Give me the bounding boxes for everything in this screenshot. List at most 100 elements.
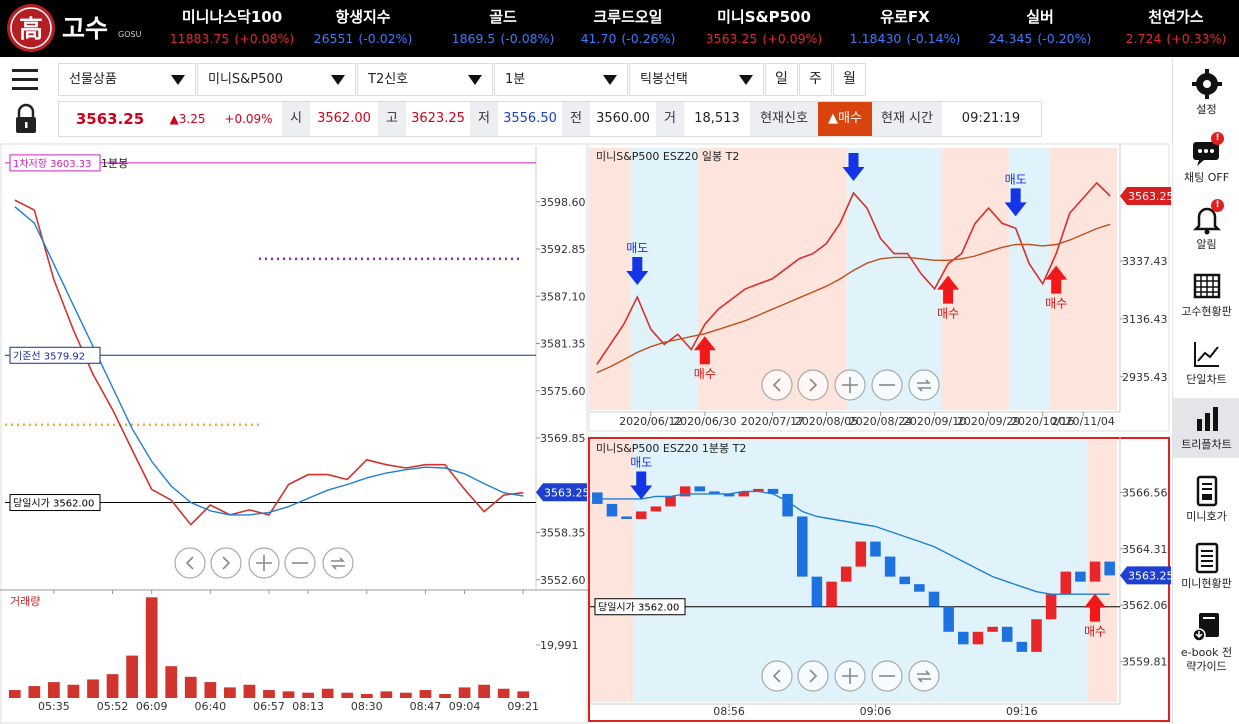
candle-body	[826, 581, 837, 607]
sell-label: 매도	[626, 241, 648, 255]
reference-label: 1차저항 3603.33	[13, 158, 92, 170]
nav-button[interactable]	[908, 369, 940, 401]
y-tick-label: 3598.60	[540, 196, 586, 209]
candle-body	[958, 631, 969, 645]
y-tick-label: 3562.06	[1122, 599, 1168, 612]
nav-button[interactable]	[761, 660, 793, 692]
regime-band	[1008, 148, 1050, 410]
chart-title: 미니S&P500 ESZ20 1분봉 T2	[596, 442, 746, 455]
quote-field-label: 저	[470, 102, 498, 136]
candle-body	[1075, 571, 1086, 582]
candle-body	[753, 488, 764, 492]
volume-bar	[126, 655, 138, 698]
sidebar-label: 채팅 OFF	[1183, 171, 1230, 184]
ticker-price: 2.724	[1125, 31, 1162, 46]
nav-button[interactable]	[210, 547, 242, 579]
candle-body	[767, 488, 779, 494]
volume-bar	[48, 682, 60, 698]
sidebar-item[interactable]: 설정	[1173, 63, 1239, 123]
sidebar-label: 트리플차트	[1181, 438, 1232, 451]
x-tick-label: 2020/11/04	[1052, 415, 1115, 428]
select[interactable]: T2신호	[357, 63, 493, 96]
candle-body	[1045, 594, 1057, 620]
quote-change-pct: +0.09%	[224, 112, 273, 126]
ticker-price: 11883.75	[169, 31, 230, 46]
candle-body	[943, 606, 954, 632]
sidebar-item[interactable]: 단일차트	[1173, 333, 1239, 393]
period-button[interactable]: 월	[833, 63, 866, 96]
x-tick-label: 2020/09/10	[903, 415, 966, 428]
quote-field-value: 3562.00	[317, 111, 371, 126]
ticker: 골드 1869.5 (-0.08%)	[433, 6, 573, 47]
x-tick-label: 09:16	[1006, 705, 1038, 718]
ticker-change: (+0.08%)	[234, 31, 295, 46]
select-label: 1분	[505, 72, 526, 87]
select-arrow	[468, 75, 482, 85]
buy-arrow	[937, 275, 960, 304]
signal-label: 현재신호	[750, 102, 818, 136]
menu-button[interactable]	[10, 66, 42, 94]
select[interactable]: 틱봉선택	[629, 63, 764, 96]
select[interactable]: 미니S&P500	[197, 63, 356, 96]
quote-field-label: 시	[282, 102, 310, 136]
candle-body	[972, 631, 984, 645]
nav-button[interactable]	[797, 369, 829, 401]
nav-button[interactable]	[761, 369, 793, 401]
volume-bar	[243, 684, 256, 698]
x-tick-label: 08:30	[351, 700, 383, 713]
ticker-bar: 高 고수 GOSU 미니나스닥100 11883.75 (+0.08%) 항생지수 26…	[0, 0, 1239, 57]
sell-arrow	[630, 471, 653, 500]
quote-frame	[58, 101, 1042, 137]
y-tick-label: 3552.60	[540, 574, 586, 587]
sidebar-item[interactable]: 고수현황판	[1173, 265, 1239, 325]
nav-button[interactable]	[174, 547, 206, 579]
moving-average	[597, 490, 1110, 595]
logo-text: 고수	[62, 14, 108, 43]
signal-value: ▲매수	[818, 102, 872, 136]
period-button[interactable]: 주	[799, 63, 832, 96]
candle-body	[899, 576, 911, 585]
sidebar-item[interactable]: 트리플차트	[1173, 398, 1239, 458]
sidebar-icon	[1192, 207, 1221, 235]
sidebar-item[interactable]: 미니호가	[1173, 470, 1239, 530]
select-label: 틱봉선택	[640, 72, 688, 87]
lock-icon[interactable]	[13, 103, 39, 135]
regime-band	[633, 440, 1088, 702]
sidebar-item[interactable]: ! 채팅 OFF	[1173, 131, 1239, 191]
candle-body	[1016, 641, 1028, 652]
nav-button[interactable]	[908, 660, 940, 692]
x-tick-label: 2020/09/29	[957, 415, 1020, 428]
sidebar-item[interactable]: e-book 전략가이드	[1173, 606, 1239, 676]
sidebar-item[interactable]: 미니현황판	[1173, 537, 1239, 597]
nav-button[interactable]	[322, 547, 354, 579]
logo: 高 고수 GOSU	[7, 4, 142, 52]
nav-icon	[256, 555, 272, 571]
y-tick-label: 3564.31	[1122, 543, 1168, 556]
volume-bar	[8, 690, 21, 698]
candle-body	[1104, 561, 1115, 576]
reference-label: 당일시가 3562.00	[598, 602, 679, 614]
volume-bar	[321, 688, 334, 698]
y-tick-label: 2935.43	[1122, 371, 1168, 384]
y-tick-label: 3559.81	[1122, 656, 1168, 669]
x-tick-label: 08:13	[292, 700, 324, 713]
select[interactable]: 1분	[494, 63, 628, 96]
sidebar-item[interactable]: ! 알림	[1173, 198, 1239, 258]
select-label: 선물상품	[69, 72, 117, 87]
sidebar-icon	[1195, 542, 1218, 574]
quote-field-value: 3623.25	[411, 111, 465, 126]
quote-price: 3563.25	[75, 110, 145, 128]
y-tick-label: 3581.35	[540, 338, 586, 351]
regime-band	[590, 148, 631, 410]
ticker-change: (-0.26%)	[621, 31, 676, 46]
period-button[interactable]: 일	[765, 63, 798, 96]
candle-body	[782, 493, 793, 517]
nav-button[interactable]	[797, 660, 829, 692]
sell-label: 매도	[630, 455, 652, 469]
buy-arrow	[693, 336, 716, 365]
sell-arrow	[1004, 188, 1027, 217]
candle-body	[694, 486, 706, 492]
x-tick-label: 2020/10/16	[1011, 415, 1074, 428]
select[interactable]: 선물상품	[58, 63, 196, 96]
